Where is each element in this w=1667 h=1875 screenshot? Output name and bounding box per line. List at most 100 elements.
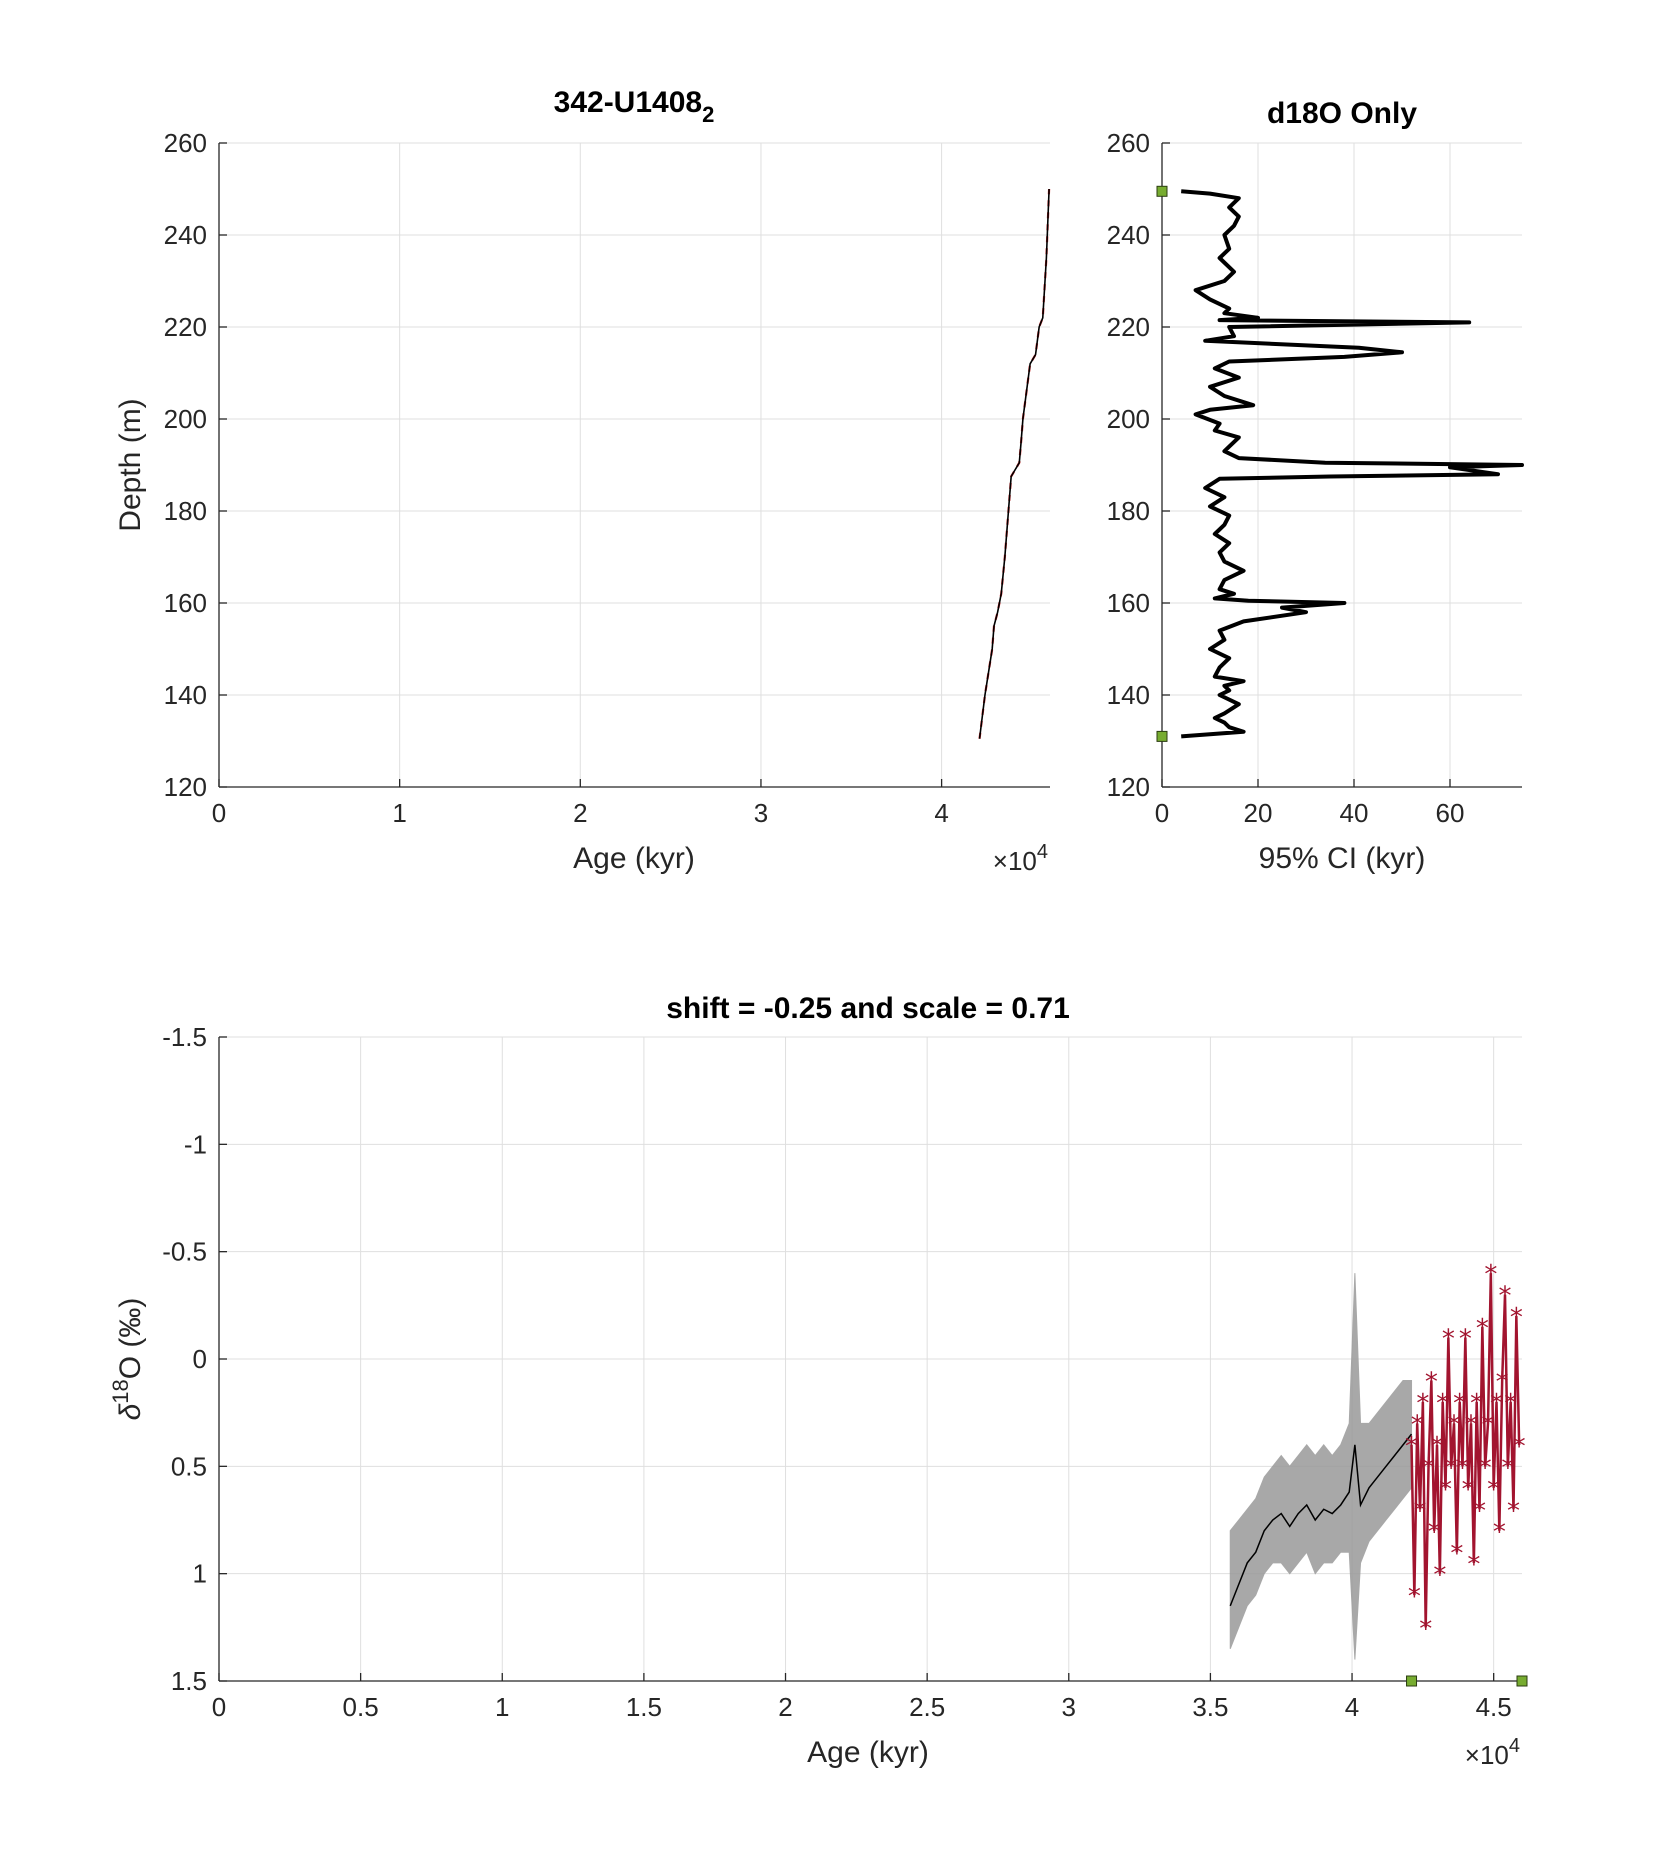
y-tick-label: 1.5 — [171, 1666, 207, 1696]
age-depth-y-label: Depth (m) — [114, 398, 147, 531]
age-depth-grid — [218, 142, 1050, 788]
core-d18o-point: * — [1453, 1389, 1466, 1419]
core-d18o-point: * — [1408, 1582, 1421, 1612]
y-tick-label: 240 — [164, 220, 207, 250]
tie-point-marker — [1406, 1675, 1418, 1687]
y-tick-label: 0 — [193, 1344, 207, 1374]
d18o-y-ticks: -1.5 -1 -0.5 0 0.5 1 1.5 — [162, 1022, 227, 1696]
y-tick-label: 140 — [1107, 680, 1150, 710]
x-tick-label: 4 — [934, 798, 948, 828]
x-tick-label: 0 — [212, 1692, 226, 1722]
ci-line — [1181, 189, 1524, 739]
ci-x-ticks: 0 20 40 60 — [1155, 779, 1465, 828]
y-tick-label: 260 — [164, 128, 207, 158]
x-tick-label: 1 — [392, 798, 406, 828]
y-tick-label: 200 — [1107, 404, 1150, 434]
y-tick-label: 220 — [1107, 312, 1150, 342]
ci-x-label: 95% CI (kyr) — [1259, 842, 1426, 875]
d18o-y-label: δ18O (‰) — [108, 1298, 147, 1421]
core-d18o-point: * — [1414, 1496, 1427, 1526]
core-d18o-point: * — [1422, 1453, 1435, 1483]
y-tick-label: 200 — [164, 404, 207, 434]
age-depth-x-exponent: ×104 — [993, 841, 1048, 876]
x-tick-label: 20 — [1244, 798, 1273, 828]
core-d18o-point: * — [1448, 1410, 1461, 1440]
y-tick-label: -1 — [184, 1129, 207, 1159]
x-tick-label: 2.5 — [909, 1692, 945, 1722]
core-d18o-point: * — [1499, 1282, 1512, 1312]
y-tick-label: 220 — [164, 312, 207, 342]
ci-markers — [1156, 185, 1168, 742]
core-d18o-point: * — [1467, 1550, 1480, 1580]
tie-point-marker — [1516, 1675, 1528, 1687]
x-tick-label: 4.5 — [1476, 1692, 1512, 1722]
x-tick-label: 3 — [754, 798, 768, 828]
tie-point-marker — [1156, 730, 1168, 742]
core-d18o-point: * — [1479, 1453, 1492, 1483]
core-d18o-point: * — [1490, 1389, 1503, 1419]
core-d18o-point: * — [1456, 1453, 1469, 1483]
x-tick-label: 2 — [573, 798, 587, 828]
age-depth-x-label: Age (kyr) — [573, 842, 695, 875]
core-d18o-point: * — [1411, 1410, 1424, 1440]
core-d18o-point: * — [1510, 1303, 1523, 1333]
age-depth-x-ticks: 0 1 2 3 4 — [212, 779, 949, 828]
y-tick-label: 180 — [1107, 496, 1150, 526]
age-depth-panel: 0 1 2 3 4 120 140 160 180 200 220 240 260 342-U1408… — [114, 86, 1051, 876]
d18o-panel: 0 0.5 1 1.5 2 2.5 3 3.5 4 4.5 -1.5-1-0.500.511.5 … — [108, 992, 1528, 1770]
core-d18o-point: * — [1484, 1260, 1497, 1290]
age-depth-title: 342-U14082 — [554, 86, 715, 127]
core-d18o-point: * — [1436, 1389, 1449, 1419]
age-depth-y-ticks: 120 140 160 180 200 220 240 260 — [164, 128, 227, 802]
d18o-x-ticks: 0 0.5 1 1.5 2 2.5 3 3.5 4 4.5 — [212, 1673, 1512, 1722]
ci-series — [1181, 189, 1524, 739]
y-tick-label: 160 — [1107, 588, 1150, 618]
core-d18o-point: * — [1470, 1389, 1483, 1419]
y-tick-label: 140 — [164, 680, 207, 710]
core-d18o-point: * — [1431, 1432, 1444, 1462]
core-d18o-point: * — [1405, 1432, 1418, 1462]
core-d18o-point: * — [1419, 1614, 1432, 1644]
core-d18o-point: * — [1501, 1453, 1514, 1483]
x-tick-label: 0 — [1155, 798, 1169, 828]
core-d18o-line — [1410, 1273, 1521, 1628]
y-tick-label: 120 — [1107, 772, 1150, 802]
d18o-markers — [1406, 1675, 1528, 1687]
core-d18o-point: * — [1496, 1367, 1509, 1397]
x-tick-label: 1 — [495, 1692, 509, 1722]
x-tick-label: 60 — [1436, 798, 1465, 828]
core-d18o-point: * — [1445, 1453, 1458, 1483]
core-d18o-point: * — [1504, 1389, 1517, 1419]
d18o-series: *************************************** — [1229, 1260, 1526, 1644]
x-tick-label: 4 — [1345, 1692, 1359, 1722]
x-tick-label: 0.5 — [343, 1692, 379, 1722]
d18o-title: shift = -0.25 and scale = 0.71 — [666, 992, 1070, 1025]
y-tick-label: 260 — [1107, 128, 1150, 158]
core-d18o-point: * — [1433, 1561, 1446, 1591]
core-d18o-point: * — [1487, 1475, 1500, 1505]
core-d18o-point: * — [1416, 1389, 1429, 1419]
x-tick-label: 1.5 — [626, 1692, 662, 1722]
core-d18o-point: * — [1462, 1475, 1475, 1505]
core-d18o-point: * — [1473, 1496, 1486, 1526]
core-d18o-point: * — [1476, 1314, 1489, 1344]
age-depth-series — [978, 188, 1051, 739]
age-depth-median-line — [978, 188, 1050, 739]
y-tick-label: 240 — [1107, 220, 1150, 250]
ci-panel: 0 20 40 60 120 140 160 180 200 220 240 260 d18O On… — [1107, 97, 1524, 875]
d18o-x-label: Age (kyr) — [807, 1736, 929, 1769]
core-d18o-point: * — [1442, 1325, 1455, 1355]
core-d18o-point: * — [1513, 1432, 1526, 1462]
model-median-line — [1229, 1433, 1413, 1607]
core-d18o-point: * — [1450, 1539, 1463, 1569]
d18o-x-exponent: ×104 — [1465, 1735, 1520, 1770]
age-depth-ensemble-line — [978, 188, 1051, 739]
core-d18o-point: * — [1425, 1367, 1438, 1397]
tie-point-marker — [1156, 185, 1168, 197]
core-d18o-point: * — [1459, 1325, 1472, 1355]
x-tick-label: 3 — [1062, 1692, 1076, 1722]
ci-y-ticks: 120 140 160 180 200 220 240 260 — [1107, 128, 1170, 802]
ci-title: d18O Only — [1267, 97, 1417, 130]
x-tick-label: 2 — [778, 1692, 792, 1722]
x-tick-label: 3.5 — [1192, 1692, 1228, 1722]
